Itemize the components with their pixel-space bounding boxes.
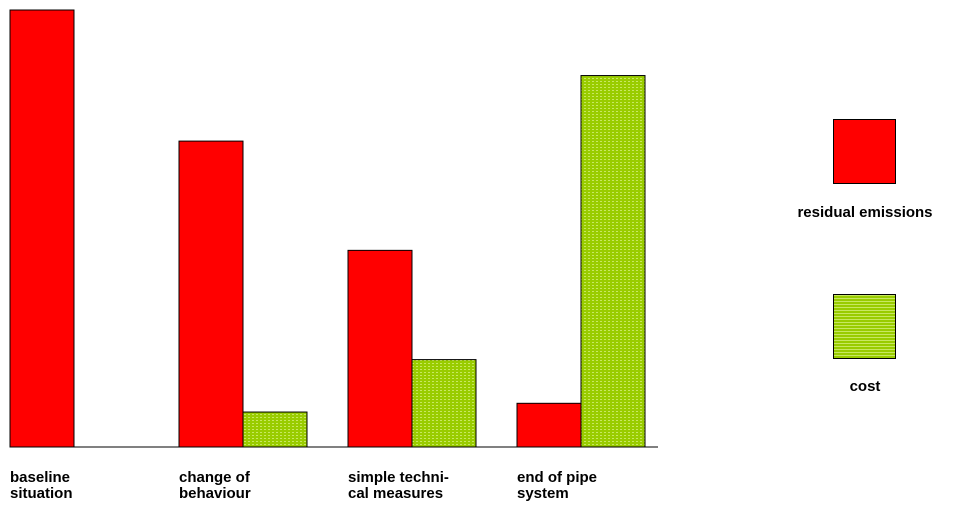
category-label-baseline: baseline situation	[10, 469, 73, 502]
legend-label-cost: cost	[849, 378, 881, 395]
bar-cost-change-of-behaviour	[242, 411, 308, 448]
category-label-end-of-pipe: end of pipe system	[517, 469, 597, 502]
legend-swatch-residual-emissions	[833, 119, 896, 184]
bar-residual-emissions-change-of-behaviour	[178, 140, 244, 448]
bar-residual-emissions-end-of-pipe	[516, 402, 582, 448]
bar-cost-end-of-pipe	[580, 75, 646, 448]
bar-residual-emissions-simple-technical-measures	[347, 249, 413, 448]
legend-swatch-cost	[833, 294, 896, 359]
category-label-simple-technical-measures: simple techni- cal measures	[348, 469, 449, 502]
legend-label-residual-emissions: residual emissions	[797, 204, 933, 221]
category-label-change-of-behaviour: change of behaviour	[179, 469, 251, 502]
bar-residual-emissions-baseline	[9, 9, 75, 448]
bar-cost-simple-technical-measures	[411, 359, 477, 448]
